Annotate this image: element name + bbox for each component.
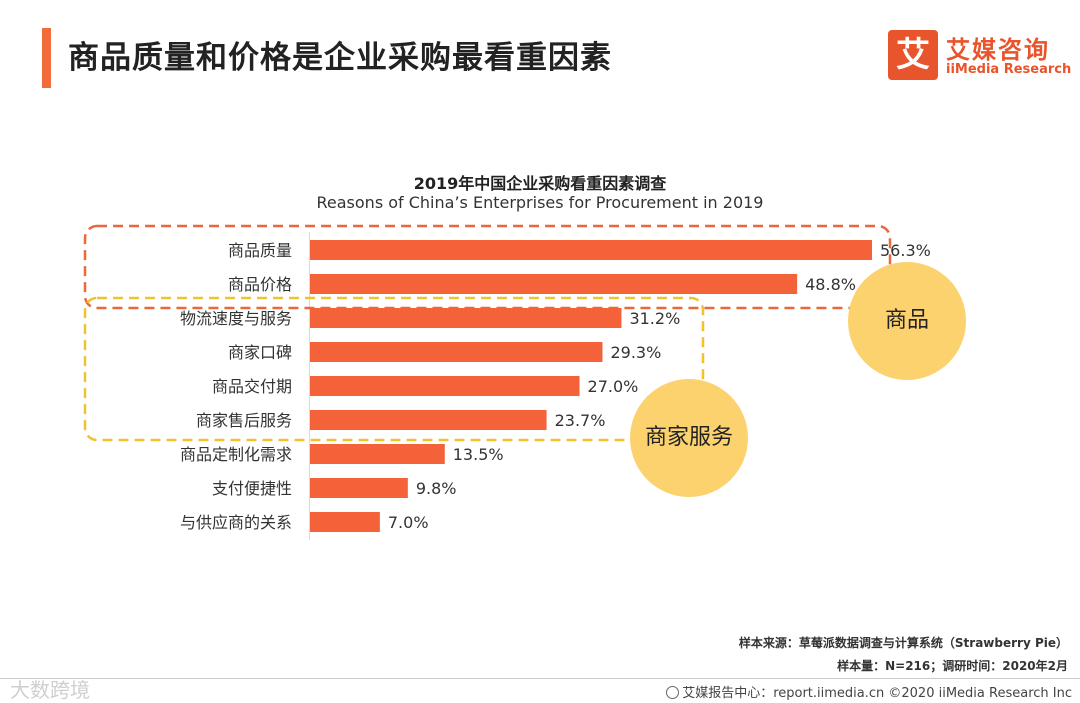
category-label-2: 物流速度与服务	[180, 309, 292, 328]
category-label-4: 商品交付期	[212, 377, 292, 396]
value-label-4: 27.0%	[588, 377, 639, 396]
value-label-2: 31.2%	[629, 309, 680, 328]
footer-site: 艾媒报告中心：report.iimedia.cn ©2020 iiMedia R…	[666, 682, 1072, 701]
category-label-5: 商家售后服务	[196, 411, 292, 430]
footer-divider	[0, 678, 1080, 679]
value-label-7: 9.8%	[416, 479, 457, 498]
category-label-7: 支付便捷性	[212, 479, 292, 498]
bar-6	[310, 444, 445, 464]
category-label-3: 商家口碑	[228, 343, 292, 362]
source-note: 样本来源：草莓派数据调查与计算系统（Strawberry Pie）	[738, 636, 1068, 650]
goods-group-bubble: 商品	[848, 262, 966, 380]
title-accent-bar	[42, 28, 51, 88]
bar-8	[310, 512, 380, 532]
bar-0	[310, 240, 872, 260]
category-label-0: 商品质量	[228, 241, 292, 260]
logo-cn-text: 艾媒咨询	[946, 36, 1050, 64]
page-title: 商品质量和价格是企业采购最看重因素	[68, 40, 612, 76]
bar-3	[310, 342, 603, 362]
bar-2	[310, 308, 622, 328]
value-label-0: 56.3%	[880, 241, 931, 260]
chart-subtitle: Reasons of China’s Enterprises for Procu…	[316, 193, 764, 212]
bar-1	[310, 274, 798, 294]
category-label-6: 商品定制化需求	[180, 445, 292, 464]
category-label-1: 商品价格	[228, 275, 292, 294]
logo-mark-icon: 艾	[888, 30, 938, 80]
brand-logo: 艾 艾媒咨询 iiMedia Research	[888, 30, 1072, 82]
category-label-8: 与供应商的关系	[180, 513, 292, 532]
goods-group-box	[83, 224, 892, 310]
y-axis-line	[309, 232, 310, 540]
bar-5	[310, 410, 547, 430]
sample-note: 样本量：N=216；调研时间：2020年2月	[837, 659, 1068, 673]
service-group-box	[83, 296, 705, 442]
globe-icon	[666, 686, 680, 699]
watermark-text: 大数跨境	[10, 678, 90, 702]
value-label-3: 29.3%	[610, 343, 661, 362]
bar-4	[310, 376, 580, 396]
footer-site-text: 艾媒报告中心：report.iimedia.cn ©2020 iiMedia R…	[682, 686, 1072, 701]
value-label-5: 23.7%	[555, 411, 606, 430]
value-label-8: 7.0%	[388, 513, 429, 532]
chart-title: 2019年中国企业采购看重因素调查	[413, 174, 667, 193]
logo-en-text: iiMedia Research	[946, 62, 1072, 77]
service-group-bubble: 商家服务	[630, 379, 748, 497]
bar-7	[310, 478, 408, 498]
value-label-1: 48.8%	[805, 275, 856, 294]
value-label-6: 13.5%	[453, 445, 504, 464]
